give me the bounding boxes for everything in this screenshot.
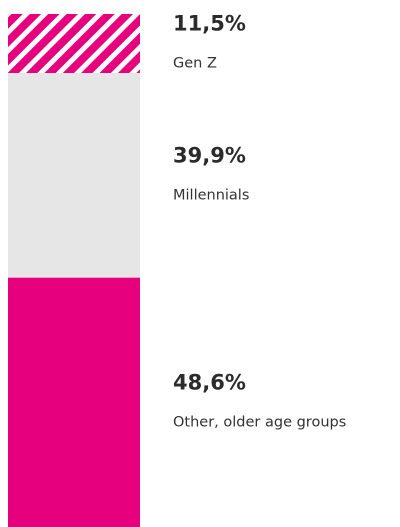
- segment-name: Other, older age groups: [173, 414, 346, 430]
- segment-name: Millennials: [173, 187, 249, 203]
- bar-segment: [8, 14, 140, 73]
- value-label: 48,6%: [173, 370, 246, 394]
- value-label: 39,9%: [173, 143, 246, 167]
- bar-segment: [8, 72, 140, 278]
- bar-segment: [8, 277, 140, 527]
- value-label: 11,5%: [173, 11, 246, 35]
- segment-name: Gen Z: [173, 55, 217, 71]
